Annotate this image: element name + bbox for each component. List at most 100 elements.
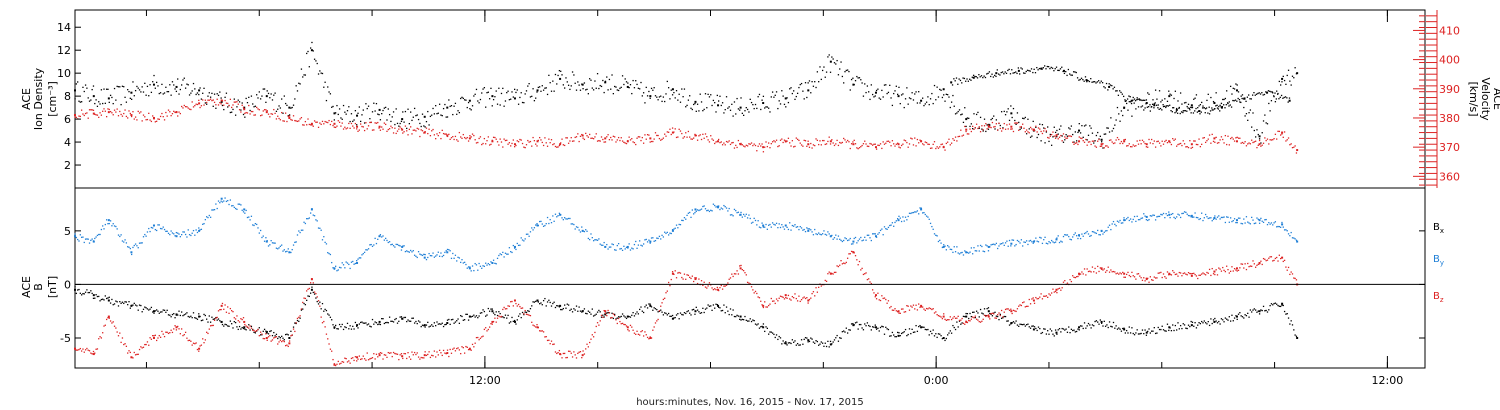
density-point xyxy=(513,97,516,100)
density-dot xyxy=(757,96,759,98)
bx-dot xyxy=(796,342,799,345)
by-dot xyxy=(253,224,255,227)
density-late-dot xyxy=(962,77,964,79)
by-dot xyxy=(865,239,867,241)
bz-dot xyxy=(482,335,484,337)
velocity-dot xyxy=(1136,140,1138,142)
bx-dot xyxy=(1293,329,1295,331)
bx-dot xyxy=(819,343,821,345)
by-dot xyxy=(324,241,326,244)
bz-dot xyxy=(1003,311,1005,313)
density-dot xyxy=(1224,97,1227,100)
by-dot xyxy=(145,235,147,237)
density-dot xyxy=(346,110,349,112)
velocity-dot xyxy=(1077,143,1079,146)
velocity-dot xyxy=(889,141,891,143)
bz-dot xyxy=(557,351,559,354)
bx-dot xyxy=(174,317,176,319)
by-dot xyxy=(1285,229,1287,231)
bz-dot xyxy=(150,338,153,340)
by-dot xyxy=(1187,214,1190,217)
bz-dot xyxy=(107,317,109,319)
density-dot xyxy=(577,81,579,83)
density-dot xyxy=(1243,106,1245,109)
bx-dot xyxy=(133,302,135,304)
velocity-dot xyxy=(134,116,137,118)
velocity-dot xyxy=(1243,142,1245,145)
bz-dot xyxy=(981,320,983,322)
velocity-dot xyxy=(642,142,645,144)
velocity-point xyxy=(220,99,223,102)
density-late-dot xyxy=(1234,99,1237,101)
by-dot xyxy=(87,238,89,240)
bz-dot xyxy=(342,361,345,363)
bz-dot xyxy=(802,297,804,299)
density-dot xyxy=(117,86,120,88)
by-dot xyxy=(853,237,855,240)
density-dot xyxy=(127,89,129,91)
bz-dot xyxy=(146,341,149,343)
bz-dot xyxy=(1008,309,1011,311)
bz-dot xyxy=(391,355,393,358)
bx-dot xyxy=(366,324,368,326)
velocity-dot xyxy=(1116,136,1119,139)
density-dot xyxy=(388,113,391,116)
by-dot xyxy=(294,241,296,244)
bx-dot xyxy=(896,331,899,334)
bx-point xyxy=(1145,331,1148,334)
velocity-dot xyxy=(581,133,583,136)
bz-dot xyxy=(881,295,883,297)
bx-dot xyxy=(427,321,429,324)
bz-dot xyxy=(241,318,243,321)
by-dot xyxy=(1223,216,1225,218)
velocity-dot xyxy=(856,147,858,149)
bx-dot xyxy=(324,308,326,311)
bz-dot xyxy=(870,282,872,285)
bx-point xyxy=(1213,320,1216,323)
density-dot xyxy=(540,90,542,92)
velocity-dot xyxy=(1245,145,1248,147)
bx-dot xyxy=(1158,328,1161,331)
bz-dot xyxy=(1016,308,1019,310)
bx-dot xyxy=(615,318,617,320)
velocity-dot xyxy=(1043,130,1045,132)
bz-dot xyxy=(902,308,904,310)
bx-point xyxy=(1258,310,1261,313)
velocity-dot xyxy=(658,137,661,140)
bx-dot xyxy=(125,301,128,303)
density-dot xyxy=(1176,107,1178,110)
bx-dot xyxy=(1094,320,1096,323)
velocity-dot xyxy=(369,121,371,124)
bx-dot xyxy=(870,329,872,331)
density-late-dot xyxy=(1108,83,1110,85)
velocity-dot xyxy=(920,140,922,142)
by-dot xyxy=(885,228,887,230)
bx-dot xyxy=(253,331,255,333)
density-dot xyxy=(582,88,584,90)
density-late-dot xyxy=(1090,77,1092,80)
by-dot xyxy=(908,212,911,214)
by-dot xyxy=(75,236,78,239)
by-dot xyxy=(786,226,788,229)
bx-point xyxy=(874,326,877,329)
velocity-dot xyxy=(796,138,799,141)
velocity-dot xyxy=(1152,142,1154,145)
density-late-dot xyxy=(1257,92,1259,95)
by-dot xyxy=(982,250,984,252)
velocity-dot xyxy=(195,103,197,105)
bx-dot xyxy=(779,337,782,339)
density-late-dot xyxy=(1012,72,1014,74)
by-dot xyxy=(740,211,742,214)
by-dot xyxy=(1248,222,1250,224)
density-dot xyxy=(903,106,905,109)
density-dot xyxy=(324,81,326,83)
bx-dot xyxy=(912,331,915,334)
bx-dot xyxy=(1226,318,1228,320)
density-dot xyxy=(1195,94,1198,96)
by-dot xyxy=(482,265,484,267)
density-dot xyxy=(1012,107,1015,110)
bz-dot xyxy=(868,278,870,280)
velocity-dot xyxy=(591,137,593,139)
density-late-dot xyxy=(1278,98,1280,100)
by-dot xyxy=(365,249,367,251)
